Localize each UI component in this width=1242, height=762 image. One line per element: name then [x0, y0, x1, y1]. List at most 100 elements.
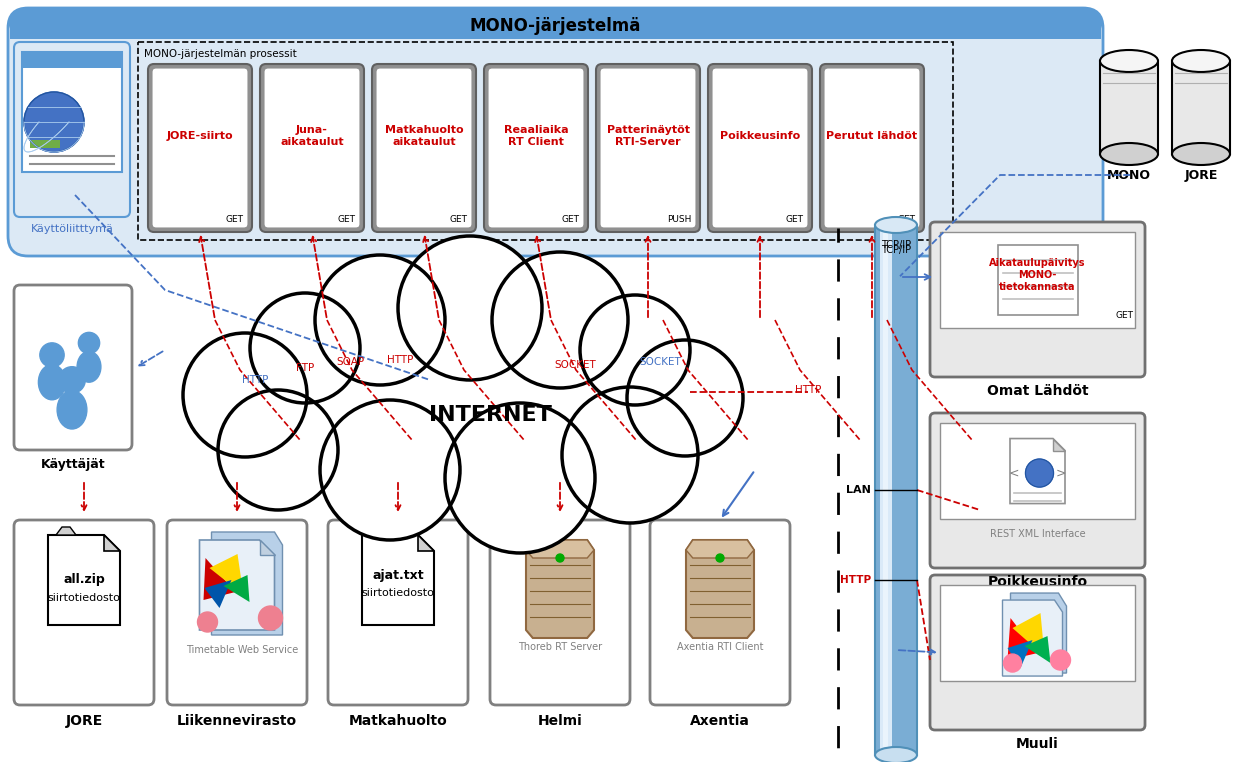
- FancyBboxPatch shape: [166, 520, 307, 705]
- Bar: [881, 225, 892, 755]
- Polygon shape: [224, 575, 250, 602]
- FancyBboxPatch shape: [14, 285, 132, 450]
- Text: Patterinäytöt
RTI-Server: Patterinäytöt RTI-Server: [606, 125, 689, 147]
- Bar: [30, 140, 60, 148]
- FancyBboxPatch shape: [484, 64, 587, 232]
- Text: GET: GET: [450, 215, 468, 224]
- Text: TCP/IP: TCP/IP: [881, 240, 912, 250]
- Polygon shape: [1012, 613, 1045, 656]
- Text: JORE: JORE: [1185, 168, 1217, 181]
- Text: GET: GET: [561, 215, 580, 224]
- Circle shape: [183, 333, 307, 457]
- Circle shape: [1051, 650, 1071, 670]
- Polygon shape: [1011, 593, 1067, 673]
- Circle shape: [315, 255, 445, 385]
- Text: siirtotiedosto: siirtotiedosto: [361, 588, 435, 598]
- Circle shape: [580, 295, 691, 405]
- Polygon shape: [104, 535, 120, 551]
- Text: JORE: JORE: [66, 714, 103, 728]
- Bar: [10, 23, 1100, 39]
- FancyBboxPatch shape: [488, 68, 584, 228]
- Text: Poikkeusinfo: Poikkeusinfo: [720, 131, 800, 141]
- Bar: [997, 245, 1078, 315]
- FancyBboxPatch shape: [712, 68, 809, 228]
- Text: Poikkeusinfo: Poikkeusinfo: [987, 575, 1088, 589]
- Polygon shape: [260, 540, 274, 555]
- Polygon shape: [48, 535, 120, 625]
- FancyBboxPatch shape: [7, 8, 1103, 256]
- Bar: [940, 232, 1135, 328]
- Circle shape: [24, 92, 84, 152]
- Text: LAN: LAN: [846, 485, 871, 495]
- Text: Käyttäjät: Käyttäjät: [41, 457, 106, 470]
- Circle shape: [561, 387, 698, 523]
- FancyBboxPatch shape: [708, 64, 812, 232]
- Ellipse shape: [57, 390, 87, 429]
- Polygon shape: [1010, 439, 1064, 504]
- FancyBboxPatch shape: [491, 520, 630, 705]
- Text: GET: GET: [338, 215, 356, 224]
- Circle shape: [445, 403, 595, 553]
- Text: Perutut lähdöt: Perutut lähdöt: [826, 131, 918, 141]
- Circle shape: [258, 606, 282, 630]
- Ellipse shape: [876, 217, 917, 233]
- Text: SOCKET: SOCKET: [554, 360, 596, 370]
- Text: Helmi: Helmi: [538, 714, 582, 728]
- Polygon shape: [1025, 636, 1051, 663]
- FancyBboxPatch shape: [260, 64, 364, 232]
- Polygon shape: [1002, 600, 1062, 676]
- Text: Juna-
aikataulut: Juna- aikataulut: [281, 125, 344, 147]
- Circle shape: [1026, 459, 1053, 487]
- Circle shape: [58, 367, 86, 393]
- Text: Reaaliaika
RT Client: Reaaliaika RT Client: [504, 125, 569, 147]
- FancyBboxPatch shape: [373, 64, 476, 232]
- Polygon shape: [205, 580, 231, 608]
- FancyBboxPatch shape: [7, 8, 1103, 38]
- Circle shape: [40, 343, 65, 367]
- Text: Axentia: Axentia: [691, 714, 750, 728]
- Circle shape: [492, 252, 628, 388]
- Circle shape: [250, 293, 360, 403]
- Bar: [1100, 61, 1158, 154]
- Text: ajat.txt: ajat.txt: [373, 568, 424, 581]
- Ellipse shape: [1100, 143, 1158, 165]
- Polygon shape: [527, 540, 594, 558]
- Text: MONO: MONO: [1107, 168, 1151, 181]
- Circle shape: [219, 390, 338, 510]
- Text: siirtotiedosto: siirtotiedosto: [47, 593, 120, 603]
- Ellipse shape: [1100, 50, 1158, 72]
- Polygon shape: [419, 535, 433, 551]
- Text: Omat Lähdöt: Omat Lähdöt: [986, 384, 1088, 398]
- Text: TCP/IP: TCP/IP: [881, 245, 912, 255]
- FancyBboxPatch shape: [596, 64, 700, 232]
- FancyBboxPatch shape: [328, 520, 468, 705]
- Text: HTTP: HTTP: [242, 375, 268, 385]
- Circle shape: [556, 554, 564, 562]
- Polygon shape: [1007, 618, 1037, 660]
- FancyBboxPatch shape: [930, 575, 1145, 730]
- Text: >: >: [1056, 466, 1066, 479]
- Text: MONO-järjestelmä: MONO-järjestelmä: [469, 17, 641, 35]
- Text: <: <: [1009, 466, 1020, 479]
- Polygon shape: [361, 535, 433, 625]
- Text: Thoreb RT Server: Thoreb RT Server: [518, 642, 602, 652]
- Bar: [876, 225, 917, 755]
- Polygon shape: [686, 540, 754, 638]
- Polygon shape: [527, 540, 594, 638]
- FancyBboxPatch shape: [930, 413, 1145, 568]
- Ellipse shape: [1172, 50, 1230, 72]
- Text: SOCKET: SOCKET: [640, 357, 681, 367]
- Text: Matkahuolto: Matkahuolto: [349, 714, 447, 728]
- FancyBboxPatch shape: [148, 64, 252, 232]
- Bar: [22, 52, 122, 68]
- Text: INTERNET: INTERNET: [428, 405, 551, 425]
- Circle shape: [78, 332, 99, 354]
- Circle shape: [1004, 654, 1021, 672]
- Polygon shape: [370, 527, 390, 535]
- Text: MONO-järjestelmän prosessit: MONO-järjestelmän prosessit: [144, 49, 297, 59]
- Text: Aikataulupäivitys
MONO-
tietokannasta: Aikataulupäivitys MONO- tietokannasta: [989, 258, 1086, 292]
- Bar: [940, 423, 1135, 519]
- Text: Matkahuolto
aikataulut: Matkahuolto aikataulut: [385, 125, 463, 147]
- Polygon shape: [204, 558, 236, 600]
- FancyBboxPatch shape: [152, 68, 248, 228]
